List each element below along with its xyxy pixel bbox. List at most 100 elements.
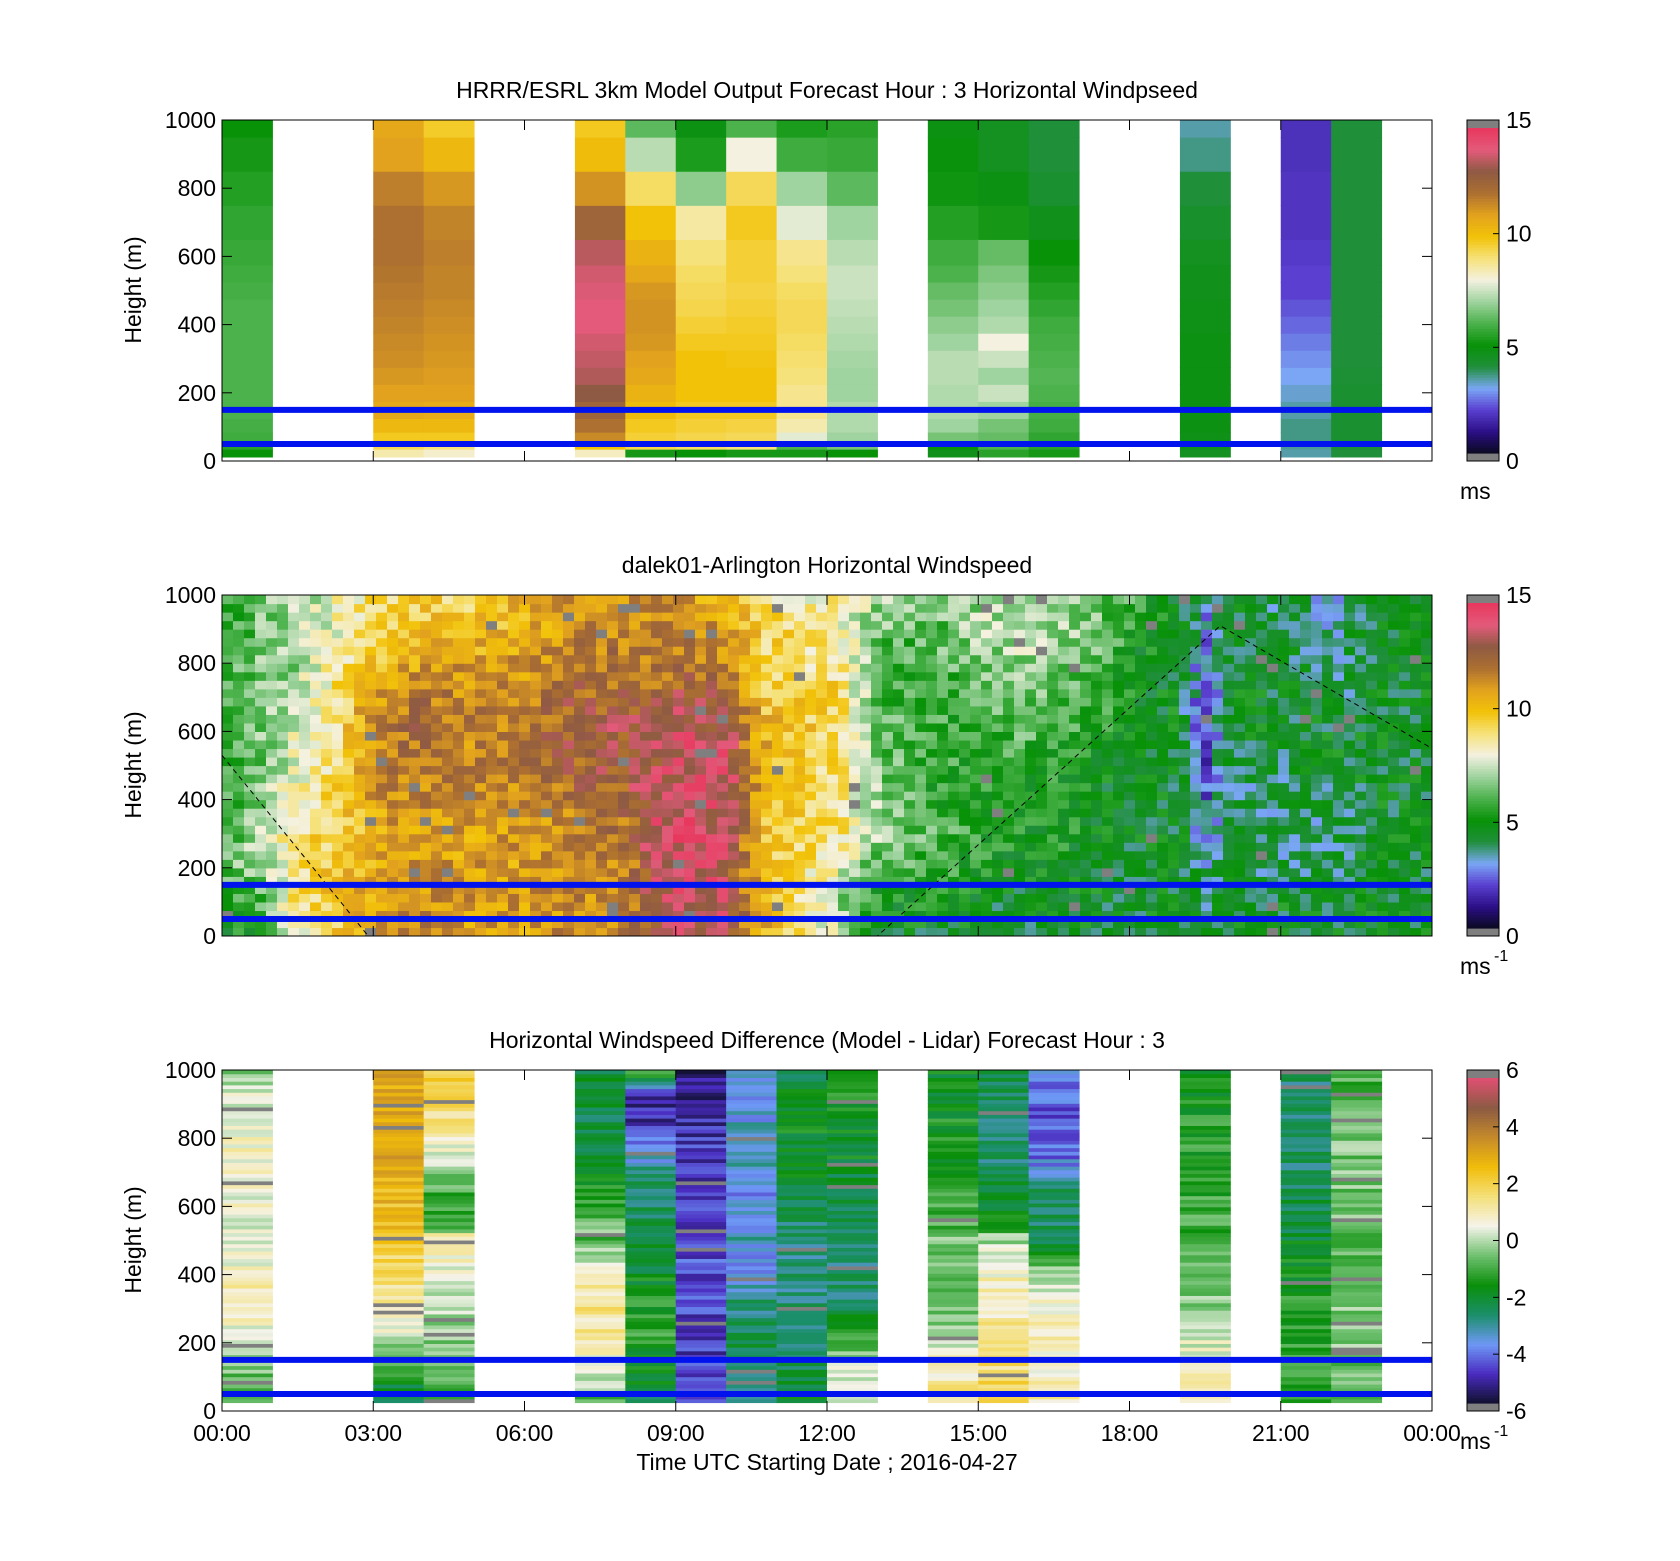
- lidar-cell: [1256, 748, 1268, 758]
- lidar-cell: [1388, 893, 1400, 903]
- lidar-cell: [288, 876, 300, 886]
- lidar-cell: [1014, 620, 1026, 630]
- lidar-cell: [1168, 901, 1180, 912]
- lidar-cell: [1245, 782, 1257, 792]
- lidar-cell: [1014, 671, 1026, 681]
- difference-cell: [222, 1162, 273, 1167]
- lidar-cell: [970, 748, 982, 758]
- lidar-cell: [222, 620, 234, 630]
- model-cell: [776, 239, 828, 266]
- lidar-cell: [222, 867, 234, 877]
- model-cell: [574, 333, 626, 351]
- lidar-cell: [739, 629, 751, 639]
- difference-cell: [423, 1287, 475, 1293]
- lidar-cell: [1278, 697, 1290, 707]
- lidar-cell: [1124, 765, 1136, 775]
- difference-cell: [222, 1365, 273, 1370]
- lidar-cell: [937, 680, 949, 690]
- lidar-cell: [1300, 850, 1312, 860]
- lidar-cell: [1300, 842, 1312, 852]
- lidar-cell: [1047, 918, 1059, 929]
- lidar-cell: [431, 595, 443, 605]
- model-cell: [222, 449, 273, 458]
- model-cell: [978, 137, 1030, 172]
- lidar-cell: [1410, 612, 1422, 622]
- lidar-cell: [585, 765, 597, 775]
- lidar-cell: [871, 705, 883, 715]
- lidar-cell: [959, 603, 971, 613]
- lidar-cell: [475, 680, 487, 690]
- lidar-cell: [365, 620, 377, 630]
- lidar-cell: [948, 688, 960, 698]
- lidar-cell: [827, 884, 839, 894]
- lidar-cell: [640, 697, 652, 707]
- difference-cell: [373, 1284, 425, 1289]
- lidar-cell: [1256, 859, 1268, 869]
- lidar-cell: [343, 595, 355, 605]
- lidar-cell: [882, 816, 894, 826]
- lidar-cell: [486, 620, 498, 630]
- lidar-cell: [926, 646, 938, 656]
- lidar-cell: [629, 765, 641, 775]
- lidar-cell: [1179, 850, 1191, 860]
- lidar-cell: [761, 714, 773, 724]
- lidar-cell: [332, 833, 344, 843]
- model-cell: [222, 418, 273, 433]
- lidar-cell: [1190, 748, 1202, 758]
- lidar-cell: [706, 791, 718, 801]
- difference-cell: [423, 1243, 475, 1248]
- lidar-cell: [1245, 603, 1257, 613]
- lidar-cell: [1069, 859, 1081, 869]
- lidar-cell: [354, 782, 366, 792]
- model-cell: [827, 281, 878, 300]
- difference-cell: [423, 1173, 475, 1178]
- lidar-cell: [1267, 663, 1279, 673]
- lidar-cell: [838, 791, 850, 801]
- lidar-cell: [882, 876, 894, 886]
- lidar-cell: [1289, 799, 1301, 809]
- lidar-cell: [299, 756, 311, 767]
- lidar-cell: [783, 808, 795, 818]
- lidar-cell: [1113, 782, 1125, 792]
- lidar-cell: [948, 671, 960, 681]
- lidar-cell: [871, 654, 883, 664]
- lidar-cell: [1047, 927, 1059, 936]
- lidar-cell: [332, 816, 344, 826]
- lidar-cell: [981, 697, 993, 707]
- lidar-cell: [772, 663, 784, 673]
- difference-cell: [373, 1129, 425, 1134]
- lidar-cell: [1080, 620, 1092, 630]
- lidar-cell: [1168, 637, 1180, 647]
- lidar-cell: [827, 748, 839, 758]
- panel-3-heatmap: [222, 1070, 1383, 1404]
- lidar-cell: [695, 927, 707, 936]
- lidar-cell: [915, 714, 927, 724]
- lidar-cell: [530, 816, 542, 826]
- lidar-cell: [475, 816, 487, 826]
- lidar-cell: [981, 654, 993, 664]
- lidar-cell: [1124, 918, 1136, 929]
- lidar-cell: [871, 756, 883, 767]
- lidar-cell: [442, 799, 454, 809]
- lidar-cell: [662, 680, 674, 690]
- lidar-cell: [1212, 663, 1224, 673]
- lidar-cell: [299, 859, 311, 869]
- lidar-cell: [1322, 867, 1334, 877]
- lidar-cell: [354, 714, 366, 724]
- lidar-cell: [1036, 612, 1048, 622]
- lidar-cell: [783, 791, 795, 801]
- lidar-cell: [1366, 663, 1378, 673]
- lidar-cell: [1300, 884, 1312, 894]
- lidar-cell: [871, 910, 883, 920]
- lidar-cell: [706, 714, 718, 724]
- lidar-cell: [310, 816, 322, 826]
- model-cell: [726, 299, 778, 317]
- lidar-cell: [1333, 867, 1345, 877]
- lidar-cell: [585, 842, 597, 852]
- lidar-cell: [640, 646, 652, 656]
- lidar-cell: [1080, 637, 1092, 647]
- lidar-cell: [475, 722, 487, 732]
- model-cell: [978, 432, 1030, 442]
- lidar-cell: [354, 884, 366, 894]
- lidar-cell: [838, 654, 850, 664]
